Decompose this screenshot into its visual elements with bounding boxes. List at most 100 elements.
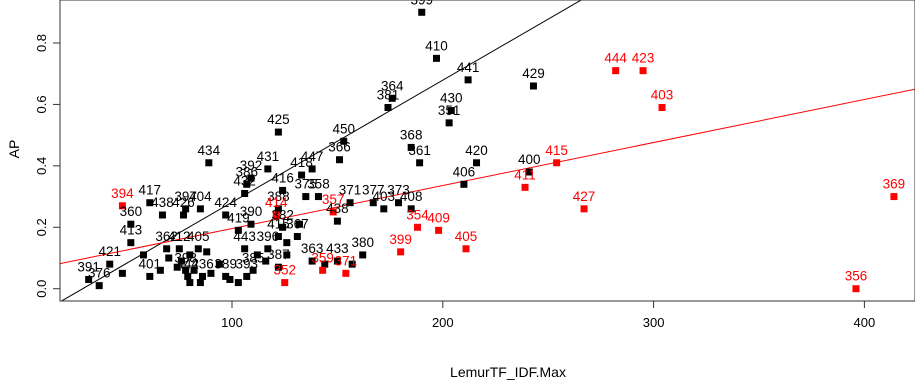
black-point — [199, 272, 206, 280]
black-point — [336, 156, 344, 164]
black-point — [247, 220, 255, 228]
black-fit-line-0 — [60, 0, 583, 301]
black-point-label: 450 — [332, 121, 355, 136]
red-point-label: 357 — [322, 192, 345, 207]
y-axis-title: AP — [6, 140, 22, 159]
red-point-label: 427 — [573, 189, 596, 204]
black-point — [274, 128, 282, 136]
x-axis: 100 200 300 400 — [221, 300, 875, 330]
red-point-label: 399 — [389, 232, 412, 247]
black-point-label: 388 — [267, 189, 290, 204]
black-point — [283, 239, 291, 247]
red-point — [342, 269, 350, 277]
black-point — [308, 165, 316, 173]
black-point — [308, 257, 316, 265]
black-point-label: 351 — [438, 103, 461, 118]
red-point — [639, 67, 647, 75]
black-point-label: 377 — [362, 183, 385, 198]
black-point-label: 429 — [522, 66, 545, 81]
black-point-label: 368 — [400, 127, 423, 142]
black-point — [106, 260, 114, 268]
red-point — [658, 104, 666, 111]
black-point — [196, 279, 204, 287]
black-point-label: 364 — [381, 78, 404, 93]
black-point-label: 403 — [373, 189, 396, 204]
black-point — [348, 260, 356, 268]
black-point — [215, 260, 223, 268]
black-point — [182, 205, 190, 213]
black-point-label: 397 — [174, 189, 197, 204]
black-point — [186, 279, 194, 287]
black-point — [203, 248, 211, 256]
y-tick-label: 0.0 — [34, 280, 49, 298]
red-point — [319, 266, 327, 274]
black-point — [274, 263, 282, 271]
black-point — [264, 165, 272, 173]
black-point — [274, 233, 282, 240]
black-point-label: 421 — [98, 244, 121, 259]
red-point-label: 352 — [273, 263, 296, 278]
black-point — [359, 251, 367, 259]
y-tick-label: 0.6 — [34, 95, 49, 113]
black-point-label: 399 — [410, 0, 433, 7]
black-point-label: 441 — [457, 60, 480, 75]
black-point — [264, 245, 272, 253]
black-point-label: 386 — [236, 164, 259, 179]
black-point-label: 442 — [176, 256, 199, 271]
x-axis-title: LemurTF_IDF.Max — [450, 364, 566, 380]
black-point — [302, 193, 310, 201]
black-point — [243, 272, 251, 280]
black-point — [529, 82, 537, 90]
black-point-label: 434 — [198, 143, 221, 158]
red-point-label: 414 — [265, 195, 288, 210]
black-point — [407, 205, 415, 213]
x-tick-label: 200 — [432, 315, 454, 330]
black-point-label: 398 — [174, 250, 197, 265]
black-point — [175, 245, 183, 253]
y-axis: 0.0 0.2 0.4 0.6 0.8 — [34, 34, 61, 298]
black-point — [196, 205, 204, 213]
red-point-label: 394 — [111, 186, 134, 201]
black-point — [163, 245, 171, 253]
black-point-label: 366 — [328, 140, 351, 155]
black-point-label: 436 — [191, 256, 214, 271]
black-point-label: 371 — [339, 183, 362, 198]
black-point-label: 405 — [187, 229, 210, 244]
black-point-label: 387 — [267, 247, 290, 262]
black-point — [182, 266, 190, 274]
black-point — [234, 279, 242, 287]
red-point-label: 409 — [427, 210, 450, 225]
black-point-label: 375 — [295, 177, 318, 192]
black-point-label: 417 — [139, 183, 162, 198]
black-point — [295, 220, 303, 228]
black-point-label: 438 — [326, 201, 349, 216]
black-point — [186, 251, 194, 259]
black-point-label: 418 — [290, 155, 313, 170]
red-point-label: 405 — [455, 229, 478, 244]
black-point-label: 412 — [168, 229, 191, 244]
black-point-label: 358 — [307, 177, 330, 192]
black-point — [85, 276, 93, 283]
red-point — [521, 183, 529, 191]
black-point — [445, 119, 453, 127]
black-point — [226, 276, 234, 283]
black-point-label: 363 — [301, 241, 324, 256]
red-point — [414, 223, 422, 231]
black-point — [241, 245, 249, 253]
black-point-label: 393 — [236, 256, 259, 271]
red-point-label: 415 — [545, 143, 568, 158]
black-point-label: 380 — [351, 235, 374, 250]
red-point — [435, 226, 443, 234]
black-point — [146, 199, 154, 207]
black-point-label: 367 — [286, 217, 309, 232]
black-point — [247, 174, 255, 182]
black-point-label: 376 — [88, 266, 111, 281]
black-point-label: 424 — [214, 195, 237, 210]
red-fit-line-1 — [60, 88, 915, 265]
black-point — [139, 251, 147, 259]
black-point — [243, 180, 251, 188]
black-point — [283, 251, 291, 259]
black-point — [262, 257, 270, 265]
red-point-label: 369 — [883, 177, 906, 192]
black-point — [279, 223, 287, 231]
